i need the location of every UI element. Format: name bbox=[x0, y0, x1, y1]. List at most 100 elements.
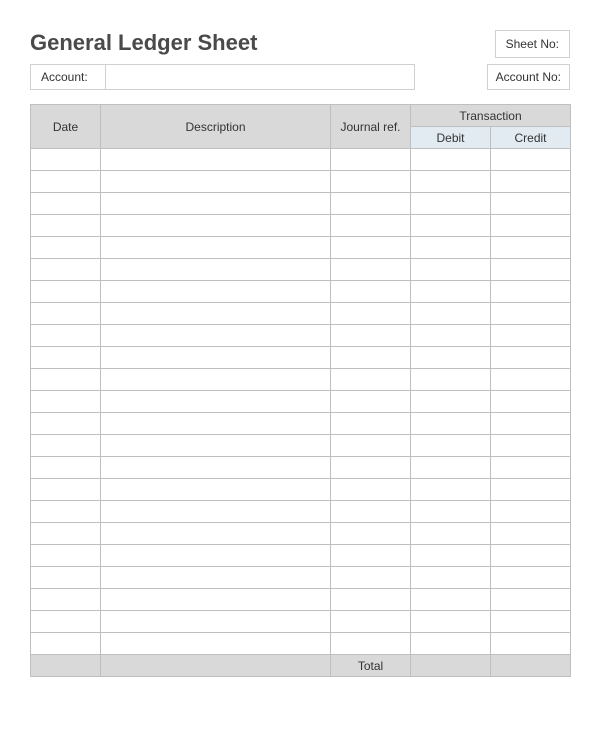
table-cell[interactable] bbox=[331, 523, 411, 545]
table-cell[interactable] bbox=[491, 303, 571, 325]
table-cell[interactable] bbox=[331, 259, 411, 281]
table-cell[interactable] bbox=[411, 457, 491, 479]
table-cell[interactable] bbox=[491, 325, 571, 347]
table-cell[interactable] bbox=[411, 545, 491, 567]
table-cell[interactable] bbox=[31, 193, 101, 215]
table-cell[interactable] bbox=[491, 391, 571, 413]
table-cell[interactable] bbox=[331, 237, 411, 259]
table-cell[interactable] bbox=[491, 501, 571, 523]
table-cell[interactable] bbox=[491, 171, 571, 193]
table-cell[interactable] bbox=[411, 523, 491, 545]
table-cell[interactable] bbox=[491, 237, 571, 259]
account-input[interactable] bbox=[105, 64, 415, 90]
table-cell[interactable] bbox=[331, 171, 411, 193]
table-cell[interactable] bbox=[491, 369, 571, 391]
table-cell[interactable] bbox=[331, 589, 411, 611]
table-cell[interactable] bbox=[411, 589, 491, 611]
table-cell[interactable] bbox=[491, 479, 571, 501]
table-cell[interactable] bbox=[101, 589, 331, 611]
table-cell[interactable] bbox=[331, 391, 411, 413]
table-cell[interactable] bbox=[101, 523, 331, 545]
table-cell[interactable] bbox=[31, 435, 101, 457]
table-cell[interactable] bbox=[101, 171, 331, 193]
table-cell[interactable] bbox=[331, 611, 411, 633]
table-cell[interactable] bbox=[101, 347, 331, 369]
table-cell[interactable] bbox=[331, 347, 411, 369]
table-cell[interactable] bbox=[101, 479, 331, 501]
table-cell[interactable] bbox=[331, 193, 411, 215]
table-cell[interactable] bbox=[31, 281, 101, 303]
table-cell[interactable] bbox=[331, 281, 411, 303]
table-cell[interactable] bbox=[31, 611, 101, 633]
table-cell[interactable] bbox=[31, 369, 101, 391]
table-cell[interactable] bbox=[491, 611, 571, 633]
table-cell[interactable] bbox=[101, 567, 331, 589]
table-cell[interactable] bbox=[31, 501, 101, 523]
table-cell[interactable] bbox=[101, 325, 331, 347]
table-cell[interactable] bbox=[411, 633, 491, 655]
table-cell[interactable] bbox=[331, 303, 411, 325]
table-cell[interactable] bbox=[31, 633, 101, 655]
table-cell[interactable] bbox=[331, 567, 411, 589]
table-cell[interactable] bbox=[491, 193, 571, 215]
table-cell[interactable] bbox=[491, 589, 571, 611]
table-cell[interactable] bbox=[411, 215, 491, 237]
table-cell[interactable] bbox=[331, 215, 411, 237]
table-cell[interactable] bbox=[101, 369, 331, 391]
table-cell[interactable] bbox=[491, 347, 571, 369]
table-cell[interactable] bbox=[411, 391, 491, 413]
table-cell[interactable] bbox=[411, 303, 491, 325]
table-cell[interactable] bbox=[101, 633, 331, 655]
account-no-box[interactable]: Account No: bbox=[487, 64, 570, 90]
table-cell[interactable] bbox=[31, 523, 101, 545]
table-cell[interactable] bbox=[491, 281, 571, 303]
table-cell[interactable] bbox=[411, 171, 491, 193]
table-cell[interactable] bbox=[411, 435, 491, 457]
table-cell[interactable] bbox=[31, 259, 101, 281]
table-cell[interactable] bbox=[411, 325, 491, 347]
table-cell[interactable] bbox=[101, 457, 331, 479]
table-cell[interactable] bbox=[491, 413, 571, 435]
table-cell[interactable] bbox=[31, 567, 101, 589]
table-cell[interactable] bbox=[101, 215, 331, 237]
table-cell[interactable] bbox=[491, 215, 571, 237]
table-cell[interactable] bbox=[101, 545, 331, 567]
table-cell[interactable] bbox=[411, 149, 491, 171]
table-cell[interactable] bbox=[411, 193, 491, 215]
table-cell[interactable] bbox=[101, 237, 331, 259]
table-cell[interactable] bbox=[101, 303, 331, 325]
table-cell[interactable] bbox=[31, 545, 101, 567]
table-cell[interactable] bbox=[411, 413, 491, 435]
table-cell[interactable] bbox=[101, 149, 331, 171]
table-cell[interactable] bbox=[31, 171, 101, 193]
table-cell[interactable] bbox=[491, 457, 571, 479]
table-cell[interactable] bbox=[331, 325, 411, 347]
table-cell[interactable] bbox=[331, 479, 411, 501]
table-cell[interactable] bbox=[331, 545, 411, 567]
table-cell[interactable] bbox=[31, 303, 101, 325]
table-cell[interactable] bbox=[491, 567, 571, 589]
table-cell[interactable] bbox=[101, 259, 331, 281]
table-cell[interactable] bbox=[411, 369, 491, 391]
table-cell[interactable] bbox=[101, 193, 331, 215]
table-cell[interactable] bbox=[331, 633, 411, 655]
table-cell[interactable] bbox=[31, 391, 101, 413]
table-cell[interactable] bbox=[101, 391, 331, 413]
table-cell[interactable] bbox=[31, 149, 101, 171]
table-cell[interactable] bbox=[411, 501, 491, 523]
table-cell[interactable] bbox=[491, 259, 571, 281]
table-cell[interactable] bbox=[31, 479, 101, 501]
table-cell[interactable] bbox=[411, 281, 491, 303]
table-cell[interactable] bbox=[331, 369, 411, 391]
table-cell[interactable] bbox=[101, 501, 331, 523]
table-cell[interactable] bbox=[31, 413, 101, 435]
table-cell[interactable] bbox=[491, 633, 571, 655]
table-cell[interactable] bbox=[31, 237, 101, 259]
table-cell[interactable] bbox=[331, 413, 411, 435]
table-cell[interactable] bbox=[31, 589, 101, 611]
table-cell[interactable] bbox=[411, 611, 491, 633]
table-cell[interactable] bbox=[491, 435, 571, 457]
table-cell[interactable] bbox=[31, 215, 101, 237]
table-cell[interactable] bbox=[331, 457, 411, 479]
table-cell[interactable] bbox=[101, 435, 331, 457]
